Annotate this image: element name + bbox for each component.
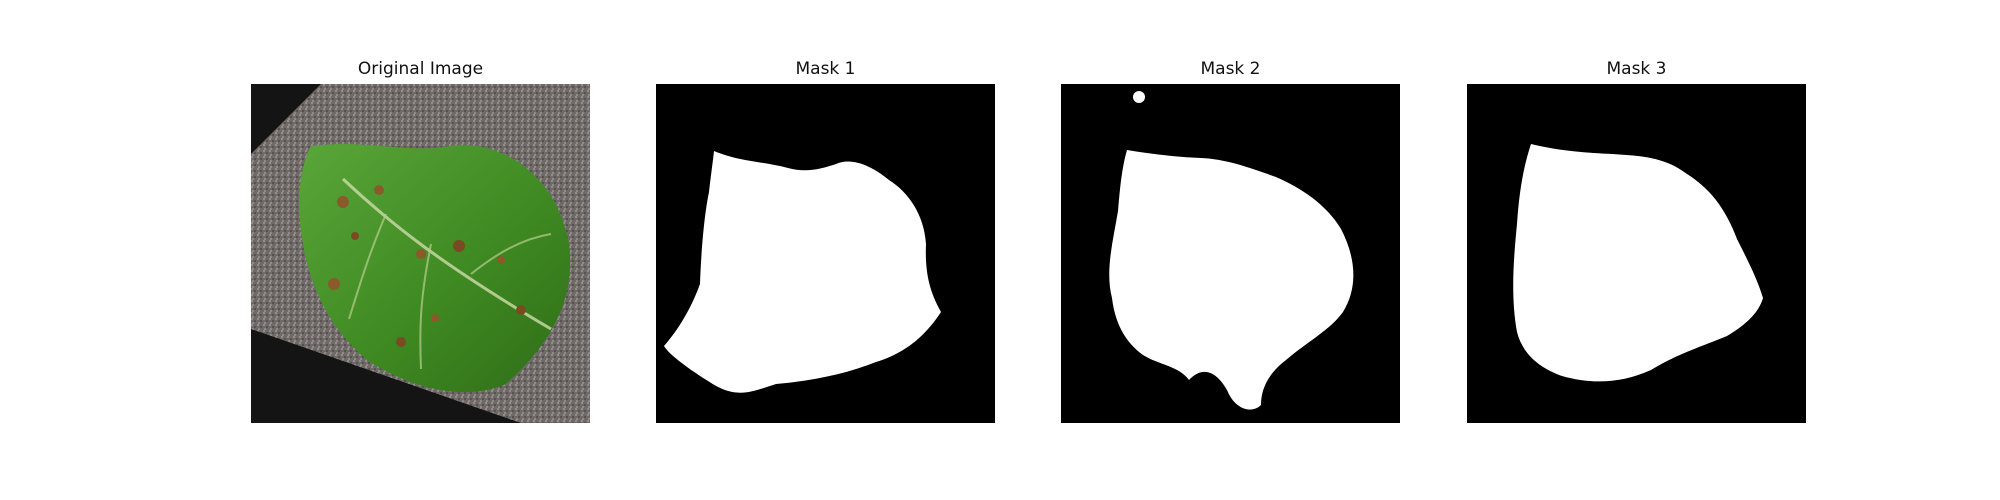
original-image-panel: Original Image [251,55,590,423]
mask-1-panel: Mask 1 [656,55,995,423]
panel-title: Original Image [357,59,484,79]
panel-title: Mask 3 [1606,59,1667,79]
mask-2-panel: Mask 2 [1061,55,1400,423]
mask-3-image [1467,84,1806,423]
mask-1-image [656,84,995,423]
mask-3-panel: Mask 3 [1467,55,1806,423]
panel-title: Mask 1 [795,59,856,79]
original-leaf-image [251,84,590,423]
mask-2-image [1061,84,1400,423]
panel-title: Mask 2 [1200,59,1261,79]
